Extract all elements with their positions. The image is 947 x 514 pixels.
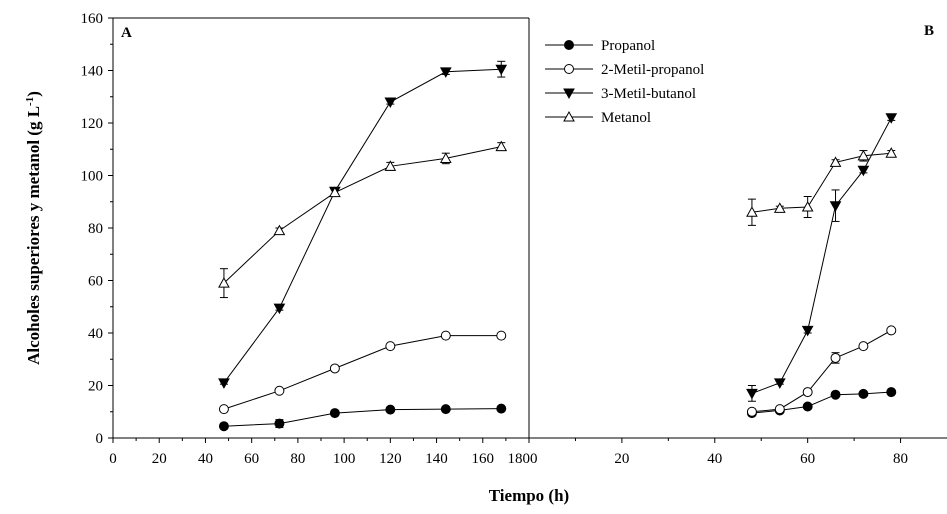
axis-ticks: 0 20 40 60 80 100 120 140 160 0 20 40 60 80 100 120 140 1… [81, 11, 909, 467]
x-tick-label: 0 [530, 451, 538, 467]
panel-b-metanol-line [751, 152, 892, 213]
panel-b-2-metil-propanol-line [751, 329, 892, 413]
x-tick-label: 0 [109, 451, 117, 467]
y-tick-label: 0 [96, 431, 104, 447]
panel-b-3-metil-butanol-point [773, 378, 786, 389]
legend: Propanol 2-Metil-propanol 3-Metil-butanol M… [545, 38, 704, 126]
panel-a-propanol-point [218, 421, 229, 432]
panel-b-metanol-point [773, 202, 786, 213]
panel-b-propanol-point [858, 388, 869, 399]
panel-a-metanol-point [218, 277, 230, 288]
panel-b-propanol-point [802, 401, 813, 412]
legend-label: Metanol [601, 110, 651, 126]
x-axis-label: Tiempo (h) [489, 486, 569, 505]
y-tick-label: 40 [88, 326, 103, 342]
panel-a-propanol-point [329, 408, 340, 419]
panel-b-metanol-point [885, 147, 898, 158]
axis-labels: A B Tiempo (h) Alcoholes superiores y me… [24, 23, 934, 505]
panel-a-2-metil-propanol-point [440, 330, 451, 341]
legend-label: 2-Metil-propanol [601, 62, 704, 78]
panel-a-3-metil-butanol-point [384, 97, 397, 109]
y-axis-label: Alcoholes superiores y metanol (g L-1) [24, 91, 43, 365]
panel-b-metanol-point [801, 200, 814, 212]
panel-a-2-metil-propanol-point [218, 404, 229, 415]
panel-a-3-metil-butanol-point [218, 378, 230, 389]
panel-b-metanol-point [829, 156, 842, 167]
y-tick-label: 20 [88, 379, 103, 395]
legend-label: 3-Metil-butanol [601, 86, 696, 102]
panel-b-2-metil-propanol-point [802, 387, 813, 398]
y-tick-label: 80 [88, 221, 103, 237]
legend-marker [563, 88, 575, 100]
x-tick-label: 180 [508, 451, 531, 467]
y-tick-label: 120 [81, 116, 104, 132]
x-tick-label: 20 [152, 451, 167, 467]
legend-marker [564, 64, 574, 74]
panel-b-propanol-point [886, 387, 897, 398]
x-tick-label: 40 [707, 451, 722, 467]
panel-b-2-metil-propanol-point [746, 406, 757, 417]
panel-a-metanol-point [273, 224, 286, 236]
x-tick-label: 40 [198, 451, 213, 467]
panel-a-metanol-line [223, 146, 502, 284]
panel-a-propanol-point [385, 404, 396, 415]
panel-b-plot [746, 113, 898, 419]
y-tick-label: 140 [81, 64, 104, 80]
panel-a-metanol-point [495, 140, 508, 152]
panel-a-3-metil-butanol-point [273, 303, 286, 315]
panel-a-2-metil-propanol-point [496, 330, 507, 341]
panel-b-2-metil-propanol-point [886, 325, 897, 336]
panel-a-3-metil-butanol-line [223, 68, 502, 384]
x-tick-label: 160 [472, 451, 495, 467]
legend-label: Propanol [601, 38, 655, 54]
panel-a-metanol-point [384, 160, 397, 171]
panel-a-2-metil-propanol-line [223, 335, 502, 410]
panel-a-plot [218, 60, 508, 432]
y-tick-label: 100 [81, 169, 104, 185]
y-tick-label: 160 [81, 11, 104, 27]
panel-a-propanol-point [274, 418, 285, 429]
panel-b-3-metil-butanol-point [885, 113, 898, 124]
panel-a-2-metil-propanol-point [274, 385, 285, 396]
panel-b-2-metil-propanol-point [774, 404, 785, 415]
legend-marker [564, 40, 574, 50]
legend-marker [563, 110, 575, 122]
panel-a-propanol-line [223, 408, 502, 427]
panel-a-label: A [121, 25, 132, 41]
x-tick-label: 120 [379, 451, 402, 467]
panel-b-3-metil-butanol-point [829, 201, 842, 212]
x-tick-label: 60 [800, 451, 815, 467]
x-tick-label: 80 [893, 451, 908, 467]
panel-b-2-metil-propanol-point [830, 352, 841, 363]
panel-b-3-metil-butanol-point [746, 388, 758, 400]
x-tick-label: 100 [333, 451, 356, 467]
panel-a-2-metil-propanol-point [385, 341, 396, 352]
panel-b-3-metil-butanol-line [751, 117, 892, 394]
panel-b-label: B [924, 23, 934, 39]
panel-a-propanol-point [440, 404, 451, 415]
panel-b-3-metil-butanol-point [857, 165, 870, 177]
panel-b-3-metil-butanol-point [801, 325, 814, 337]
panel-a-3-metil-butanol-point [495, 64, 508, 76]
panel-a-2-metil-propanol-point [329, 363, 340, 374]
x-tick-label: 140 [425, 451, 448, 467]
y-tick-label: 60 [88, 274, 103, 290]
panel-b-propanol-point [830, 389, 841, 400]
panel-a-3-metil-butanol-point [439, 67, 452, 78]
panel-a-propanol-point [496, 403, 507, 414]
panel-a-metanol-point [329, 186, 341, 198]
panel-b-2-metil-propanol-point [858, 341, 869, 352]
x-tick-label: 20 [614, 451, 629, 467]
panel-a-metanol-point [439, 152, 452, 163]
x-tick-label: 60 [244, 451, 259, 467]
panel-b-metanol-point [857, 149, 870, 161]
x-tick-label: 80 [290, 451, 305, 467]
panel-b-metanol-point [746, 206, 758, 217]
